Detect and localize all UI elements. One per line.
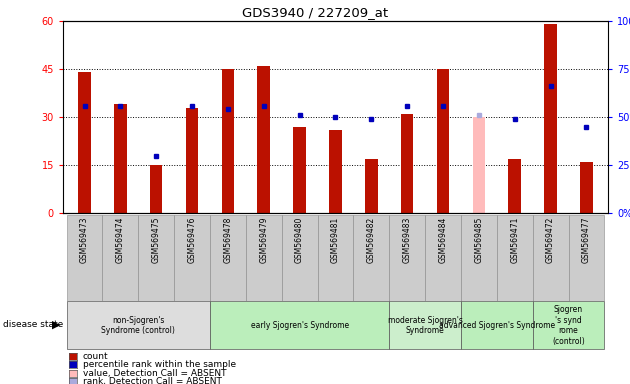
FancyBboxPatch shape <box>532 215 568 301</box>
Text: GSM569477: GSM569477 <box>582 217 591 263</box>
FancyBboxPatch shape <box>210 215 246 301</box>
Text: GSM569481: GSM569481 <box>331 217 340 263</box>
Bar <box>186 108 198 213</box>
Text: GSM569475: GSM569475 <box>152 217 161 263</box>
Bar <box>329 130 341 213</box>
FancyBboxPatch shape <box>353 215 389 301</box>
FancyBboxPatch shape <box>389 301 461 349</box>
FancyBboxPatch shape <box>139 215 174 301</box>
Bar <box>544 24 557 213</box>
FancyBboxPatch shape <box>497 215 532 301</box>
FancyBboxPatch shape <box>246 215 282 301</box>
Text: GSM569483: GSM569483 <box>403 217 411 263</box>
FancyBboxPatch shape <box>67 301 210 349</box>
Text: GSM569473: GSM569473 <box>80 217 89 263</box>
Text: GSM569476: GSM569476 <box>188 217 197 263</box>
FancyBboxPatch shape <box>210 301 389 349</box>
Text: GSM569472: GSM569472 <box>546 217 555 263</box>
Text: advanced Sjogren's Syndrome: advanced Sjogren's Syndrome <box>438 321 555 330</box>
Text: percentile rank within the sample: percentile rank within the sample <box>83 360 236 369</box>
FancyBboxPatch shape <box>461 215 497 301</box>
Text: GSM569479: GSM569479 <box>260 217 268 263</box>
FancyBboxPatch shape <box>103 215 139 301</box>
Text: count: count <box>83 352 108 361</box>
Text: GDS3940 / 227209_at: GDS3940 / 227209_at <box>242 6 388 19</box>
Bar <box>150 165 163 213</box>
Text: GSM569485: GSM569485 <box>474 217 483 263</box>
FancyBboxPatch shape <box>282 215 318 301</box>
Text: rank, Detection Call = ABSENT: rank, Detection Call = ABSENT <box>83 377 221 384</box>
FancyBboxPatch shape <box>174 215 210 301</box>
Bar <box>508 159 521 213</box>
FancyBboxPatch shape <box>318 215 353 301</box>
Bar <box>437 69 449 213</box>
Text: GSM569474: GSM569474 <box>116 217 125 263</box>
FancyBboxPatch shape <box>425 215 461 301</box>
FancyBboxPatch shape <box>568 215 604 301</box>
Text: value, Detection Call = ABSENT: value, Detection Call = ABSENT <box>83 369 226 378</box>
Text: GSM569471: GSM569471 <box>510 217 519 263</box>
Text: GSM569478: GSM569478 <box>224 217 232 263</box>
FancyBboxPatch shape <box>532 301 604 349</box>
Text: GSM569484: GSM569484 <box>438 217 447 263</box>
FancyBboxPatch shape <box>389 215 425 301</box>
Bar <box>294 127 306 213</box>
Text: moderate Sjogren's
Syndrome: moderate Sjogren's Syndrome <box>387 316 462 335</box>
Bar <box>401 114 413 213</box>
Bar <box>222 69 234 213</box>
Bar <box>78 72 91 213</box>
Bar <box>580 162 593 213</box>
Text: non-Sjogren's
Syndrome (control): non-Sjogren's Syndrome (control) <box>101 316 175 335</box>
Bar <box>114 104 127 213</box>
Bar <box>258 66 270 213</box>
Text: GSM569480: GSM569480 <box>295 217 304 263</box>
Text: ▶: ▶ <box>52 319 60 329</box>
Text: early Sjogren's Syndrome: early Sjogren's Syndrome <box>251 321 348 330</box>
Text: GSM569482: GSM569482 <box>367 217 376 263</box>
FancyBboxPatch shape <box>461 301 532 349</box>
Bar <box>365 159 377 213</box>
Text: Sjogren
's synd
rome
(control): Sjogren 's synd rome (control) <box>552 305 585 346</box>
FancyBboxPatch shape <box>67 215 103 301</box>
Text: disease state: disease state <box>3 320 64 329</box>
Bar <box>472 117 485 213</box>
